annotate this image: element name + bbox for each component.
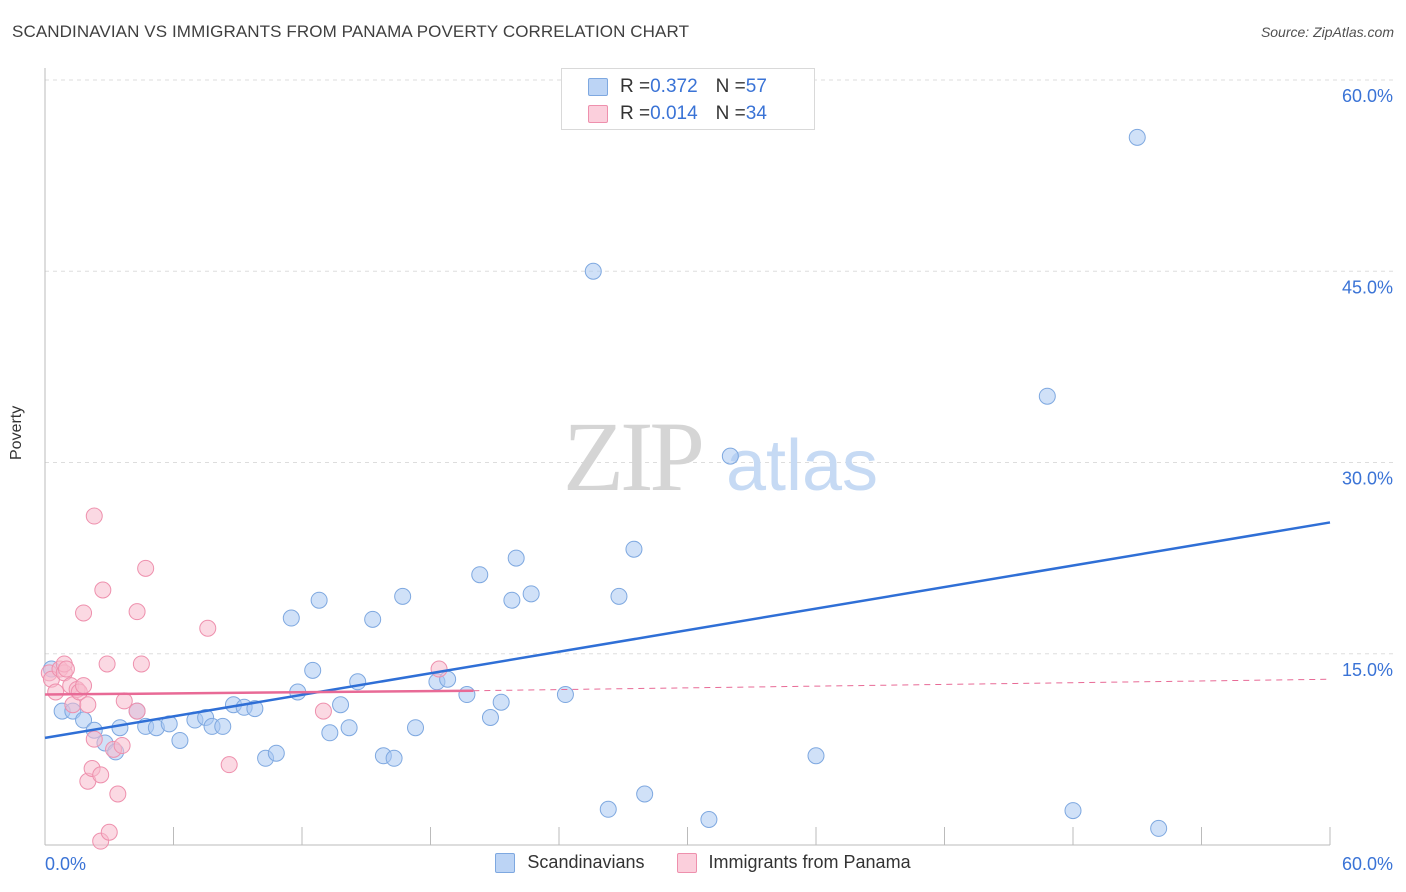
- scandinavian-point: [584, 262, 602, 280]
- x-tick-label: 60.0%: [1342, 854, 1393, 874]
- y-tick-label: 45.0%: [1342, 277, 1393, 297]
- panama-point: [109, 785, 127, 803]
- y-tick-label: 15.0%: [1342, 660, 1393, 680]
- scandinavian-point: [394, 587, 412, 605]
- y-tick-label: 60.0%: [1342, 86, 1393, 106]
- scandinavian-point: [385, 749, 403, 767]
- legend-swatch-pink: [676, 852, 697, 873]
- panama-point: [314, 702, 332, 720]
- panama-point: [92, 766, 110, 784]
- panama-point: [98, 655, 116, 673]
- scandinavian-point: [267, 744, 285, 762]
- watermark-zip: ZIP: [563, 401, 701, 512]
- panama-point: [94, 581, 112, 599]
- tick-labels: 15.0% 30.0% 45.0% 60.0% 0.0% 60.0%: [45, 86, 1393, 874]
- legend-r-label: R =: [620, 76, 651, 97]
- scandinavian-point: [111, 719, 129, 737]
- panama-trend-extension: [473, 678, 1331, 692]
- correlation-legend: R = 0.372 N = 57 R = 0.014 N = 34: [561, 68, 815, 130]
- panama-point: [220, 756, 238, 774]
- panama-trend-line: [44, 689, 474, 696]
- scandinavian-point: [214, 717, 232, 735]
- scandinavian-trend-line: [44, 521, 1331, 740]
- legend-swatch-blue: [588, 78, 608, 96]
- data-points: [40, 128, 1168, 850]
- scandinavian-point: [171, 731, 189, 749]
- legend-r-value: 0.372: [650, 76, 698, 97]
- legend-row-panama: R = 0.014 N = 34: [588, 103, 767, 125]
- scandinavian-point: [599, 800, 617, 818]
- legend-item-panama: Immigrants from Panama: [676, 852, 911, 873]
- scandinavian-point: [556, 686, 574, 704]
- panama-point: [85, 730, 103, 748]
- scandinavian-point: [1128, 128, 1146, 146]
- series-legend: Scandinavians Immigrants from Panama: [0, 852, 1406, 873]
- panama-point: [132, 655, 150, 673]
- panama-point: [199, 619, 217, 637]
- legend-row-scandinavians: R = 0.372 N = 57: [588, 76, 767, 98]
- watermark-atlas: atlas: [726, 426, 878, 506]
- panama-point: [85, 507, 103, 525]
- panama-point: [100, 823, 118, 841]
- scandinavian-point: [458, 686, 476, 704]
- y-tick-label: 30.0%: [1342, 469, 1393, 489]
- scandinavian-point: [310, 591, 328, 609]
- legend-n-label: N =: [715, 103, 746, 124]
- scandinavian-point: [636, 785, 654, 803]
- scandinavian-point: [1150, 819, 1168, 837]
- legend-label-panama: Immigrants from Panama: [708, 852, 911, 872]
- legend-r-label: R =: [620, 103, 651, 124]
- scandinavian-point: [610, 587, 628, 605]
- panama-point: [75, 604, 93, 622]
- source-label: Source: ZipAtlas.com: [1260, 24, 1394, 40]
- scandinavian-point: [407, 719, 425, 737]
- axes: [44, 68, 1331, 846]
- panama-point: [115, 692, 133, 710]
- scandinavian-point: [1038, 387, 1056, 405]
- scandinavian-point: [522, 585, 540, 603]
- chart-title: SCANDINAVIAN VS IMMIGRANTS FROM PANAMA P…: [12, 22, 690, 41]
- panama-point: [47, 683, 65, 701]
- panama-point: [137, 559, 155, 577]
- legend-n-value: 34: [745, 103, 767, 124]
- scandinavian-point: [503, 591, 521, 609]
- panama-point: [113, 737, 131, 755]
- legend-label-scandinavians: Scandinavians: [527, 852, 645, 872]
- scandinavian-point: [507, 549, 525, 567]
- scandinavian-point: [1064, 802, 1082, 820]
- panama-point: [57, 660, 75, 678]
- trend-lines: [44, 521, 1331, 740]
- legend-n-value: 57: [745, 76, 767, 97]
- scandinavian-point: [625, 540, 643, 558]
- panama-point: [75, 677, 93, 695]
- gridlines: [45, 79, 1395, 655]
- scandinavian-point: [721, 447, 739, 465]
- legend-item-scandinavians: Scandinavians: [495, 852, 645, 873]
- legend-swatch-blue: [495, 852, 516, 873]
- x-tick-label: 0.0%: [45, 854, 86, 874]
- scandinavian-point: [700, 811, 718, 828]
- legend-r-value: 0.014: [650, 103, 698, 124]
- panama-point: [128, 603, 146, 621]
- scandinavian-point: [481, 709, 499, 726]
- watermark: ZIP atlas: [563, 401, 878, 512]
- panama-point: [128, 702, 146, 720]
- panama-point: [79, 696, 97, 714]
- scandinavian-point: [340, 719, 358, 737]
- scandinavian-point: [364, 610, 382, 628]
- scandinavian-point: [807, 747, 825, 765]
- scandinavian-point: [492, 693, 510, 711]
- panama-point: [430, 660, 448, 678]
- scandinavian-point: [471, 566, 489, 584]
- scandinavian-point: [282, 609, 300, 627]
- scandinavian-point: [321, 724, 339, 742]
- scandinavian-point: [304, 661, 322, 679]
- legend-swatch-pink: [588, 105, 608, 123]
- scandinavian-point: [332, 696, 350, 714]
- legend-n-label: N =: [715, 76, 746, 97]
